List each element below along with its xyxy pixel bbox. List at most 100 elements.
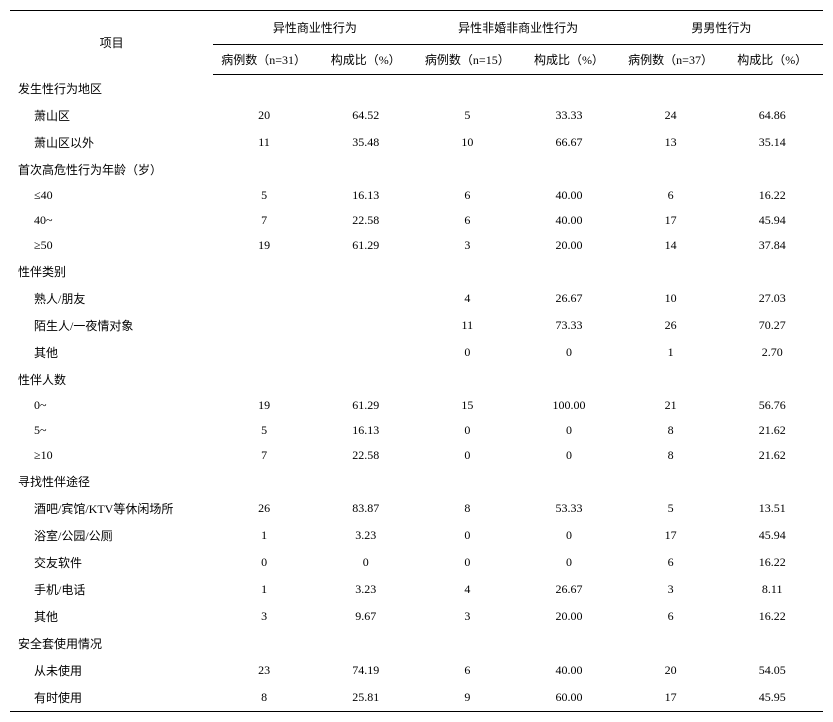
- table-row: ≥501961.29320.001437.84: [10, 233, 823, 258]
- section-header-row: 发生性行为地区: [10, 75, 823, 103]
- cell-value: 7: [213, 208, 315, 233]
- cell-value: 61.29: [315, 393, 417, 418]
- cell-value: 100.00: [518, 393, 620, 418]
- header-group-1: 异性非婚非商业性行为: [417, 11, 620, 45]
- cell-value: 4: [417, 576, 519, 603]
- cell-value: 5: [213, 183, 315, 208]
- row-label: 浴室/公园/公厕: [10, 522, 213, 549]
- section-title: 发生性行为地区: [10, 75, 823, 103]
- cell-value: 13: [620, 129, 722, 156]
- data-table: 项目 异性商业性行为 异性非婚非商业性行为 男男性行为 病例数（n=31） 构成…: [10, 10, 823, 712]
- cell-value: 27.03: [721, 285, 823, 312]
- cell-value: 15: [417, 393, 519, 418]
- header-n-1: 病例数（n=15）: [417, 45, 519, 75]
- table-row: 熟人/朋友426.671027.03: [10, 285, 823, 312]
- cell-value: 26.67: [518, 285, 620, 312]
- cell-value: 61.29: [315, 233, 417, 258]
- cell-value: 3: [417, 233, 519, 258]
- cell-value: 45.94: [721, 522, 823, 549]
- cell-value: 16.13: [315, 183, 417, 208]
- cell-value: [315, 312, 417, 339]
- cell-value: 20: [213, 102, 315, 129]
- cell-value: 4: [417, 285, 519, 312]
- cell-value: 6: [417, 183, 519, 208]
- cell-value: 0: [315, 549, 417, 576]
- cell-value: 0: [518, 549, 620, 576]
- section-header-row: 安全套使用情况: [10, 630, 823, 657]
- cell-value: 35.14: [721, 129, 823, 156]
- cell-value: 56.76: [721, 393, 823, 418]
- cell-value: 40.00: [518, 183, 620, 208]
- cell-value: 19: [213, 233, 315, 258]
- cell-value: [315, 339, 417, 366]
- cell-value: 14: [620, 233, 722, 258]
- cell-value: 0: [417, 418, 519, 443]
- cell-value: 25.81: [315, 684, 417, 712]
- table-row: ≤40516.13640.00616.22: [10, 183, 823, 208]
- cell-value: 23: [213, 657, 315, 684]
- cell-value: 54.05: [721, 657, 823, 684]
- cell-value: 73.33: [518, 312, 620, 339]
- cell-value: 8: [620, 418, 722, 443]
- cell-value: 16.22: [721, 549, 823, 576]
- cell-value: 3.23: [315, 522, 417, 549]
- table-row: ≥10722.5800821.62: [10, 443, 823, 468]
- cell-value: 20: [620, 657, 722, 684]
- table-row: 浴室/公园/公厕13.23001745.94: [10, 522, 823, 549]
- section-header-row: 性伴人数: [10, 366, 823, 393]
- cell-value: 26.67: [518, 576, 620, 603]
- cell-value: 3.23: [315, 576, 417, 603]
- row-label: 有时使用: [10, 684, 213, 712]
- cell-value: 3: [417, 603, 519, 630]
- cell-value: 20.00: [518, 233, 620, 258]
- table-row: 萧山区2064.52533.332464.86: [10, 102, 823, 129]
- cell-value: 10: [417, 129, 519, 156]
- header-pct-1: 构成比（%）: [518, 45, 620, 75]
- row-label: ≥50: [10, 233, 213, 258]
- cell-value: 17: [620, 208, 722, 233]
- cell-value: 21: [620, 393, 722, 418]
- row-label: 萧山区: [10, 102, 213, 129]
- cell-value: 10: [620, 285, 722, 312]
- cell-value: 66.67: [518, 129, 620, 156]
- table-row: 40~722.58640.001745.94: [10, 208, 823, 233]
- cell-value: 26: [213, 495, 315, 522]
- cell-value: 1: [213, 522, 315, 549]
- cell-value: 64.52: [315, 102, 417, 129]
- cell-value: 7: [213, 443, 315, 468]
- cell-value: 22.58: [315, 208, 417, 233]
- section-header-row: 首次高危性行为年龄（岁）: [10, 156, 823, 183]
- cell-value: 0: [518, 418, 620, 443]
- cell-value: 40.00: [518, 657, 620, 684]
- cell-value: 45.95: [721, 684, 823, 712]
- cell-value: [213, 285, 315, 312]
- cell-value: 5: [213, 418, 315, 443]
- cell-value: 74.19: [315, 657, 417, 684]
- cell-value: 40.00: [518, 208, 620, 233]
- cell-value: 19: [213, 393, 315, 418]
- table-row: 萧山区以外1135.481066.671335.14: [10, 129, 823, 156]
- cell-value: 45.94: [721, 208, 823, 233]
- cell-value: 0: [213, 549, 315, 576]
- row-label: 交友软件: [10, 549, 213, 576]
- row-label: 萧山区以外: [10, 129, 213, 156]
- cell-value: 35.48: [315, 129, 417, 156]
- cell-value: 0: [417, 522, 519, 549]
- cell-value: 8: [417, 495, 519, 522]
- cell-value: 22.58: [315, 443, 417, 468]
- cell-value: 9.67: [315, 603, 417, 630]
- header-pct-2: 构成比（%）: [721, 45, 823, 75]
- table-row: 交友软件0000616.22: [10, 549, 823, 576]
- cell-value: 0: [518, 339, 620, 366]
- cell-value: 1: [620, 339, 722, 366]
- cell-value: 21.62: [721, 443, 823, 468]
- section-header-row: 性伴类别: [10, 258, 823, 285]
- cell-value: 0: [518, 522, 620, 549]
- row-label: 40~: [10, 208, 213, 233]
- table-row: 有时使用825.81960.001745.95: [10, 684, 823, 712]
- cell-value: 53.33: [518, 495, 620, 522]
- section-title: 性伴类别: [10, 258, 823, 285]
- cell-value: 8: [620, 443, 722, 468]
- cell-value: 0: [417, 339, 519, 366]
- cell-value: 60.00: [518, 684, 620, 712]
